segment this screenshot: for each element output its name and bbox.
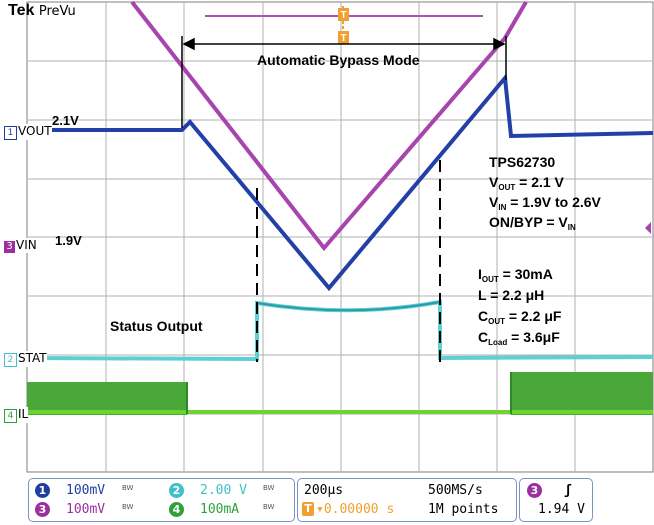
status-output-label: Status Output: [110, 318, 203, 334]
trigger-source-chip: 3: [527, 483, 542, 498]
vout-trace: [27, 73, 654, 292]
ch3-bandwidth-icon: BW: [122, 503, 134, 511]
oscilloscope-display: T T: [26, 0, 654, 473]
vin-trace: [130, 0, 528, 252]
trigger-position-marker[interactable]: [338, 8, 349, 21]
channel-2-indicator: 2: [4, 353, 17, 367]
ch1-chip[interactable]: 1: [35, 483, 50, 498]
ch3-scale[interactable]: 100mV: [66, 502, 106, 517]
timebase-panel[interactable]: 200μs 500MS/s T ▾0.00000 s 1M points: [297, 478, 517, 522]
ch3-chip[interactable]: 3: [35, 502, 50, 517]
ch2-chip[interactable]: 2: [169, 483, 184, 498]
channel-label-stat[interactable]: 2 STAT: [4, 351, 47, 367]
spec-part-number: TPS62730: [489, 154, 556, 170]
channel-label-vout[interactable]: 1 VOUT: [4, 124, 52, 140]
bypass-mode-arrow: [181, 36, 507, 128]
scope-header: Tek PreVu: [8, 2, 76, 20]
trigger-level: 1.94 V: [538, 502, 585, 517]
il-trace: [27, 372, 653, 415]
stat-trace: [26, 299, 654, 362]
vin-level-label: 1.9V: [55, 233, 82, 248]
channel-2-name: STAT: [18, 351, 47, 365]
bypass-boundary-markers: [256, 160, 441, 362]
horizontal-position: ▾0.00000 s: [316, 502, 395, 517]
channel-3-name: VIN: [16, 238, 37, 252]
trigger-marker-letter: T: [340, 10, 346, 21]
horizontal-position-icon: T: [302, 502, 314, 516]
spec-cload: CLoad = 3.6μF: [478, 329, 560, 347]
sample-rate: 500MS/s: [428, 483, 483, 498]
spec-vin: VIN = 1.9V to 2.6V: [489, 194, 601, 212]
time-per-division: 200μs: [304, 483, 344, 498]
channel-4-indicator: 4: [4, 409, 17, 423]
vin-offset-marker: [645, 222, 651, 234]
ch4-chip[interactable]: 4: [169, 502, 184, 517]
ch1-bandwidth-icon: BW: [122, 484, 134, 492]
spec-iout: IOUT = 30mA: [478, 266, 553, 284]
ch4-scale[interactable]: 100mA: [200, 502, 240, 517]
channel-settings-panel: 1 100mV BW 2 2.00 V BW 3 100mV BW 4 100m…: [28, 478, 295, 522]
channel-3-indicator: 3: [4, 241, 15, 253]
ch1-scale[interactable]: 100mV: [66, 483, 106, 498]
vout-level-label: 2.1V: [52, 113, 79, 128]
trigger-time-letter: T: [340, 33, 346, 44]
acquisition-mode: PreVu: [38, 4, 76, 19]
brand-logo: Tek: [8, 2, 35, 19]
trigger-slope-icon: ʃ: [564, 483, 572, 498]
spec-cout: COUT = 2.2 μF: [478, 308, 562, 326]
trigger-time-marker[interactable]: [338, 31, 349, 44]
channel-1-indicator: 1: [4, 126, 17, 140]
ch2-scale[interactable]: 2.00 V: [200, 483, 247, 498]
trigger-panel[interactable]: 3 ʃ 1.94 V: [519, 478, 593, 522]
channel-4-name: IL: [18, 407, 29, 421]
spec-vout: VOUT = 2.1 V: [489, 174, 564, 192]
bypass-mode-label: Automatic Bypass Mode: [257, 52, 420, 68]
record-length: 1M points: [428, 502, 499, 517]
status-bar: 1 100mV BW 2 2.00 V BW 3 100mV BW 4 100m…: [0, 474, 654, 525]
channel-1-name: VOUT: [18, 124, 52, 138]
ch2-bandwidth-icon: BW: [263, 484, 275, 492]
ch4-bandwidth-icon: BW: [263, 503, 275, 511]
channel-label-il[interactable]: 4 IL: [4, 407, 29, 423]
spec-inductance: L = 2.2 μH: [478, 287, 545, 303]
channel-label-vin[interactable]: 3 VIN: [4, 238, 37, 253]
spec-on-byp: ON/BYP = VIN: [489, 214, 576, 232]
